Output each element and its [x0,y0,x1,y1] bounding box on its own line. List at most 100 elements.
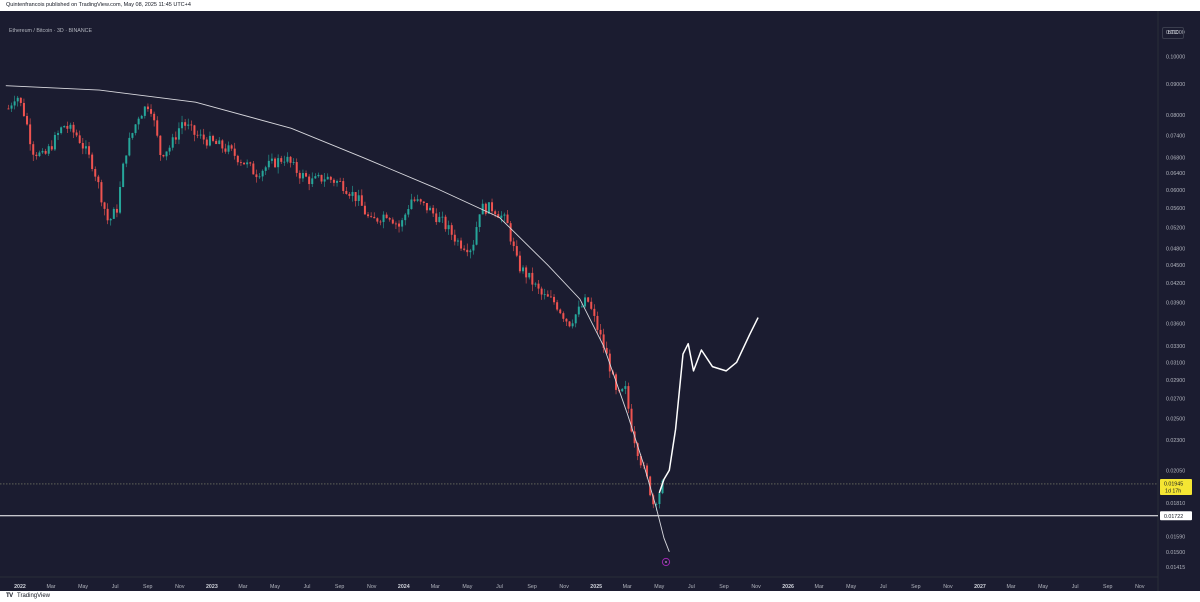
candle-body [367,214,370,217]
y-tick-label: 0.03600 [1166,321,1185,327]
candle-body [568,321,571,327]
candle-body [460,240,463,249]
candle-body [475,227,478,245]
last-price-value: 0.01945 [1164,481,1183,487]
candle-body [156,120,159,136]
candle-body [311,178,314,185]
projection-path[interactable] [658,317,759,494]
candle-body [171,137,174,148]
candle-body [159,135,162,156]
candle-body [556,302,559,310]
candle-body [602,334,605,348]
candle-body [134,124,137,134]
candle-body [447,225,450,230]
y-tick-label: 0.04200 [1166,281,1185,287]
y-tick-label: 0.04800 [1166,246,1185,252]
candle-body [261,170,264,177]
candle-body [491,202,494,212]
candle-body [534,283,537,285]
candle-body [202,134,205,140]
candle-body [10,105,13,109]
candle-body [422,201,425,204]
candle-body [639,456,642,466]
candle-body [32,144,35,155]
candle-body [292,162,295,163]
y-tick-label: 0.01810 [1166,501,1185,507]
y-tick-label: 0.02500 [1166,416,1185,422]
chart-frame[interactable]: 0.11000 0.10000 0.09000 0.08000 0.07400 0.068… [0,11,1200,591]
candle-body [630,408,633,432]
candle-body [305,173,308,177]
x-tick-label: May [270,584,280,590]
candle-body [19,97,22,103]
candle-body [29,124,32,145]
candle-body [140,115,143,119]
x-tick-label: Nov [943,584,953,590]
candle-body [453,234,456,242]
candle-body [283,161,286,163]
candle-body [91,154,94,170]
candle-body [416,199,419,201]
candle-body [243,162,246,165]
footer-bar: TV TradingView [0,591,1200,602]
candle-body [379,221,382,223]
candle-body [531,272,534,285]
candle-body [165,151,168,157]
x-tick-label: Jul [304,584,311,590]
candle-body [308,176,311,185]
candle-body [652,495,655,505]
candle-body [264,167,267,171]
candle-body [401,220,404,227]
candle-body [106,208,109,221]
y-tick-label: 0.11000 [1166,30,1185,36]
candle-body [295,162,298,173]
curved-resistance-arc[interactable] [5,85,670,552]
candle-body [345,190,348,194]
candle-body [391,219,394,224]
currency-badge[interactable]: BTC [1162,27,1184,39]
candle-body [574,314,577,324]
candle-body [438,216,441,223]
candle-body [184,122,187,126]
candle-body [168,147,171,152]
y-tick-label: 0.01590 [1166,535,1185,541]
candle-body [177,128,180,140]
x-tick-label: 2023 [206,584,218,590]
candle-body [100,182,103,203]
candle-body [515,246,518,256]
candle-body [41,150,44,153]
candle-body [252,163,255,175]
candle-body [60,127,63,134]
candle-body [239,162,242,164]
candle-body [636,443,639,457]
candle-body [348,193,351,196]
candle-body [497,214,500,218]
price-chart[interactable]: 0.11000 0.10000 0.09000 0.08000 0.07400 0.068… [0,11,1200,591]
candle-body [196,134,199,136]
x-tick-label: Sep [1103,584,1112,590]
y-tick-label: 0.03100 [1166,360,1185,366]
candle-body [44,150,47,154]
candle-body [22,102,25,117]
candle-body [13,101,16,106]
symbol-title[interactable]: Ethereum / Bitcoin · 3D · BINANCE [9,28,93,34]
candle-body [435,213,438,223]
last-price-countdown: 1d 17h [1165,488,1181,494]
candle-body [627,386,630,409]
candle-body [357,195,360,201]
candle-body [277,158,280,168]
candle-body [280,158,283,162]
candle-body [590,301,593,309]
candle-body [376,218,379,222]
y-tick-label: 0.02300 [1166,438,1185,444]
candle-body [320,174,323,182]
candle-body [193,125,196,135]
candle-body [382,214,385,223]
candle-body [605,347,608,354]
candle-body [354,192,357,201]
candle-body [143,106,146,116]
y-tick-label: 0.01415 [1166,565,1185,571]
candle-body [233,148,236,156]
publisher-bar: Quintenfrancois published on TradingView… [0,0,1200,11]
x-tick-label: Mar [815,584,824,590]
